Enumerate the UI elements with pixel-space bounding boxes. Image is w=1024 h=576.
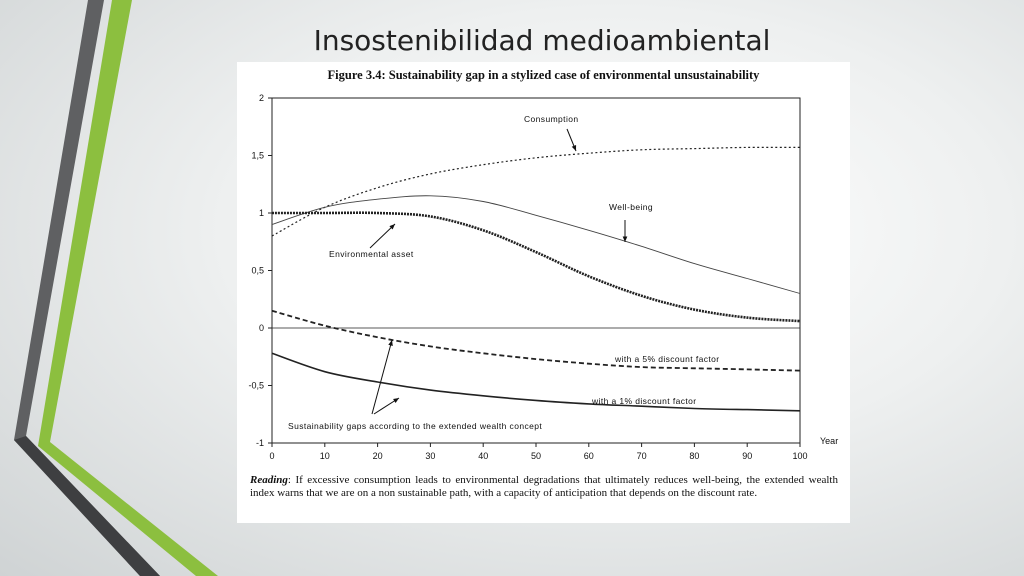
label-5pct-discount: with a 5% discount factor — [614, 354, 720, 364]
y-tick-label: 2 — [259, 93, 264, 103]
x-tick-label: 70 — [637, 451, 647, 461]
y-axis: 2 1,5 1 0,5 0 -0,5 -1 — [248, 93, 272, 448]
label-consumption: Consumption — [524, 114, 578, 124]
arrow-environmental-asset-head — [389, 224, 395, 230]
series-line-3 — [271, 309, 801, 372]
arrow-gap-5pct — [371, 339, 393, 415]
arrow-well-being-head — [622, 236, 628, 242]
decor-dark-stripe — [14, 436, 160, 576]
label-1pct-discount: with a 1% discount factor — [591, 396, 697, 406]
decor-gray-stripe — [14, 0, 160, 576]
series-group — [271, 146, 801, 412]
x-tick-label: 80 — [689, 451, 699, 461]
x-axis-label: Year — [820, 436, 838, 446]
y-tick-label: 0,5 — [251, 266, 264, 276]
reading-note: Reading: If excessive consumption leads … — [250, 474, 838, 500]
reading-lead: Reading — [250, 474, 288, 486]
arrow-environmental-asset — [369, 223, 396, 249]
plot-frame — [271, 97, 801, 444]
reading-text: : If excessive consumption leads to envi… — [250, 474, 838, 499]
slide-title: Insostenibilidad medioambiental — [313, 24, 771, 57]
x-tick-label: 20 — [373, 451, 383, 461]
series-line-4 — [271, 352, 801, 412]
x-tick-label: 90 — [742, 451, 752, 461]
label-environmental-asset: Environmental asset — [329, 249, 414, 259]
y-tick-label: -0,5 — [248, 381, 264, 391]
decor-green-stripe — [38, 0, 218, 576]
x-tick-label: 40 — [478, 451, 488, 461]
series-line-2 — [272, 211, 801, 323]
x-axis: 0 10 20 30 40 50 60 70 80 90 100 — [269, 443, 808, 461]
arrow-consumption-head — [571, 145, 577, 151]
x-tick-label: 50 — [531, 451, 541, 461]
figure-title: Figure 3.4: Sustainability gap in a styl… — [327, 68, 760, 82]
x-tick-label: 100 — [792, 451, 807, 461]
arrow-gap-5pct-head — [388, 340, 393, 346]
arrow-gap-1pct-head — [393, 398, 399, 403]
line-chart: 2 1,5 1 0,5 0 -0,5 -1 0 10 20 30 40 50 60 70 80 90 100 Y… — [248, 93, 838, 461]
y-tick-label: 1,5 — [251, 151, 264, 161]
label-well-being: Well-being — [609, 202, 653, 212]
x-tick-label: 10 — [320, 451, 330, 461]
y-tick-label: 0 — [259, 323, 264, 333]
x-tick-label: 0 — [269, 451, 274, 461]
y-tick-label: 1 — [259, 208, 264, 218]
label-sustainability-gaps: Sustainability gaps according to the ext… — [288, 421, 542, 431]
series-line-0 — [271, 146, 801, 237]
x-tick-label: 60 — [584, 451, 594, 461]
x-tick-label: 30 — [425, 451, 435, 461]
annotation-arrows — [369, 128, 628, 415]
series-line-1 — [271, 195, 801, 294]
y-tick-label: -1 — [256, 438, 264, 448]
figure-panel: Figure 3.4: Sustainability gap in a styl… — [237, 62, 850, 523]
